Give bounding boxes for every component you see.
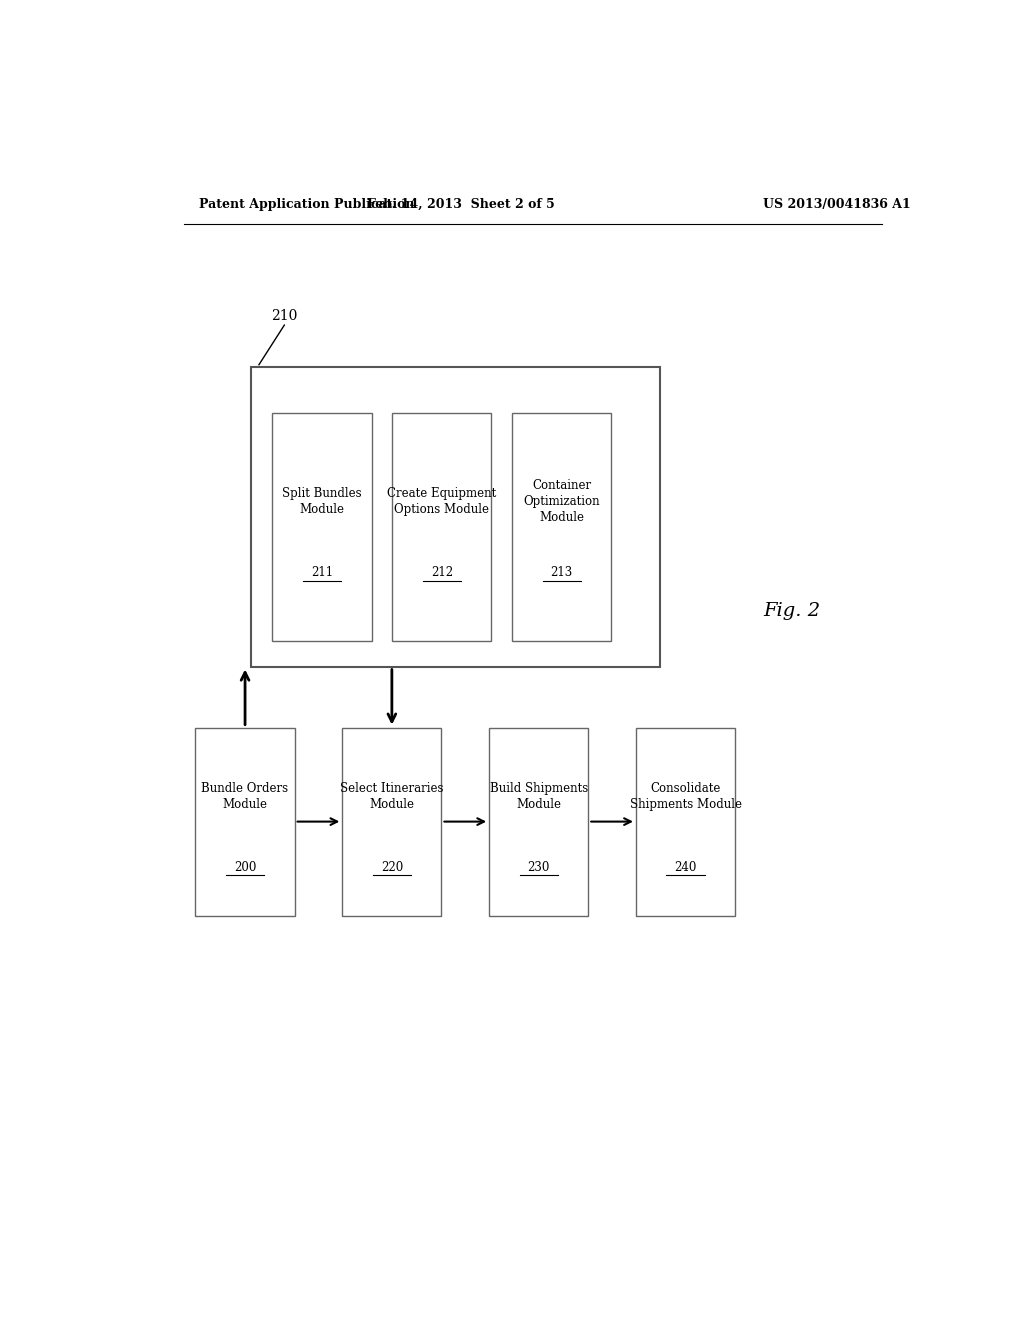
Text: 210: 210 bbox=[271, 309, 298, 323]
Text: 212: 212 bbox=[431, 566, 453, 579]
Text: Feb. 14, 2013  Sheet 2 of 5: Feb. 14, 2013 Sheet 2 of 5 bbox=[368, 198, 555, 211]
Bar bbox=[392, 413, 492, 642]
Text: 213: 213 bbox=[551, 566, 572, 579]
Text: Build Shipments
Module: Build Shipments Module bbox=[489, 781, 588, 810]
Text: Patent Application Publication: Patent Application Publication bbox=[200, 198, 415, 211]
Bar bbox=[512, 413, 611, 642]
Bar bbox=[272, 413, 372, 642]
Bar bbox=[636, 727, 735, 916]
Text: 230: 230 bbox=[527, 861, 550, 874]
Text: 220: 220 bbox=[381, 861, 403, 874]
Bar bbox=[196, 727, 295, 916]
Bar bbox=[489, 727, 588, 916]
Text: 200: 200 bbox=[233, 861, 256, 874]
Text: US 2013/0041836 A1: US 2013/0041836 A1 bbox=[763, 198, 910, 211]
Text: Select Itineraries
Module: Select Itineraries Module bbox=[340, 781, 443, 810]
Bar bbox=[342, 727, 441, 916]
Text: Split Bundles
Module: Split Bundles Module bbox=[283, 487, 361, 516]
Text: Create Equipment
Options Module: Create Equipment Options Module bbox=[387, 487, 497, 516]
Text: Container
Optimization
Module: Container Optimization Module bbox=[523, 479, 600, 524]
Text: 240: 240 bbox=[675, 861, 696, 874]
Bar bbox=[251, 367, 659, 667]
Text: Bundle Orders
Module: Bundle Orders Module bbox=[202, 781, 289, 810]
Text: Fig. 2: Fig. 2 bbox=[763, 602, 820, 619]
Text: 211: 211 bbox=[311, 566, 333, 579]
Text: Consolidate
Shipments Module: Consolidate Shipments Module bbox=[630, 781, 741, 810]
